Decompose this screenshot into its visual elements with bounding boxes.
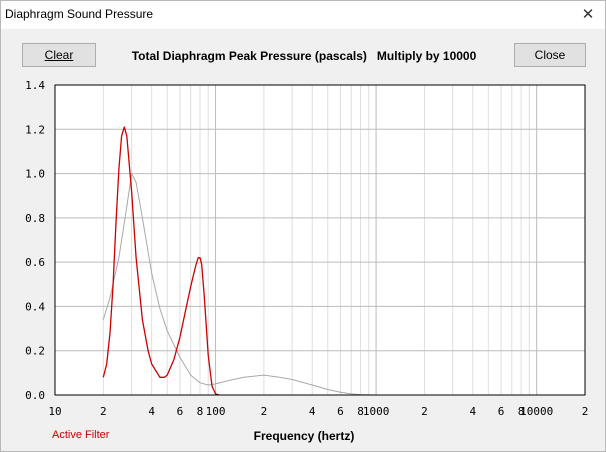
x-axis-label: Frequency (hertz) (253, 429, 355, 443)
y-tick-label: 0.4 (25, 300, 45, 313)
x-tick-label: 6 (498, 405, 505, 418)
grid-lines (55, 85, 585, 395)
reference-series-line (102, 173, 377, 396)
y-tick-label: 0.2 (25, 345, 45, 358)
close-button[interactable]: Close (514, 43, 586, 67)
y-tick-label: 0.8 (25, 212, 45, 225)
y-tick-labels: 0.0 0.2 0.4 0.6 0.8 1.0 1.2 1.4 (25, 79, 45, 402)
x-tick-label: 4 (148, 405, 155, 418)
active-filter-label: Active Filter (52, 429, 110, 441)
title-bar: Diaphragm Sound Pressure ✕ (1, 1, 605, 29)
x-tick-label: 2 (421, 405, 428, 418)
x-tick-label: 8 (197, 405, 204, 418)
plot-area (54, 84, 586, 396)
x-tick-label: 8 (518, 405, 525, 418)
window-title: Diaphragm Sound Pressure (5, 7, 154, 21)
clear-button[interactable]: Clear (22, 43, 96, 67)
window-close-icon[interactable]: ✕ (581, 6, 595, 23)
x-tick-label: 10000 (520, 405, 553, 418)
chart-heading: Total Diaphragm Peak Pressure (pascals) … (131, 49, 477, 63)
plot-frame (54, 84, 586, 396)
x-tick-label: 6 (177, 405, 184, 418)
x-tick-label: 6 (337, 405, 344, 418)
x-tick-label: 4 (469, 405, 476, 418)
y-tick-label: 1.2 (25, 123, 45, 136)
x-tick-label: 8 (357, 405, 364, 418)
active-series-line (102, 126, 220, 396)
x-tick-label: 2 (261, 405, 268, 418)
x-tick-label: 2 (582, 405, 589, 418)
x-tick-label: 1000 (363, 405, 390, 418)
y-tick-label: 1.4 (25, 79, 45, 92)
x-tick-label: 2 (100, 405, 107, 418)
close-button-label: Close (534, 48, 566, 62)
y-tick-label: 0.0 (25, 389, 45, 402)
x-tick-label: 10 (48, 405, 61, 418)
y-tick-label: 1.0 (25, 168, 45, 181)
series-lines (102, 126, 377, 396)
clear-button-label: Clear (44, 48, 74, 62)
y-tick-label: 0.6 (25, 256, 45, 269)
x-tick-label: 100 (206, 405, 226, 418)
x-tick-label: 4 (309, 405, 316, 418)
